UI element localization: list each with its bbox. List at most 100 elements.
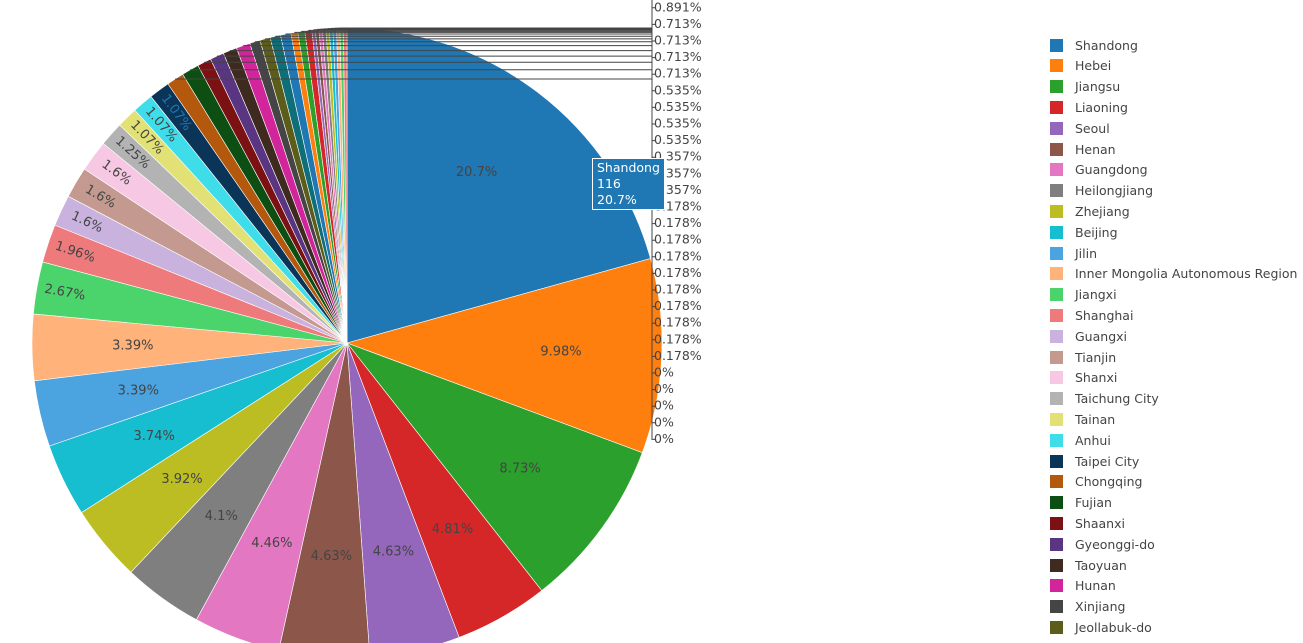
- legend-label: Jeollabuk-do: [1075, 619, 1152, 635]
- outside-percent-label: 0.535%: [654, 99, 702, 114]
- outside-percent-label: 0%: [654, 398, 674, 413]
- legend-label: Shaanxi: [1075, 515, 1125, 531]
- legend-label: Xinjiang: [1075, 599, 1126, 615]
- legend-item[interactable]: Seoul: [1050, 118, 1110, 138]
- outside-percent-label: 0.178%: [654, 315, 702, 330]
- outside-percent-label: 0%: [654, 431, 674, 446]
- outside-percent-label: 0.891%: [654, 0, 702, 14]
- legend-item[interactable]: Gyeonggi-do: [1050, 534, 1155, 554]
- outside-percent-label: 0.713%: [654, 16, 702, 31]
- legend-item[interactable]: Tainan: [1050, 409, 1115, 429]
- legend-item[interactable]: Guangxi: [1050, 326, 1127, 346]
- pie-slice-hebei[interactable]: [346, 258, 663, 454]
- legend-swatch: [1050, 496, 1063, 510]
- legend-swatch: [1050, 433, 1063, 447]
- legend-label: Anhui: [1075, 432, 1111, 448]
- outside-percent-label: 0.178%: [654, 331, 702, 346]
- legend-item[interactable]: Shandong: [1050, 35, 1138, 55]
- legend-item[interactable]: Shanghai: [1050, 305, 1133, 325]
- legend-swatch: [1050, 38, 1063, 52]
- legend-label: Tianjin: [1075, 349, 1117, 365]
- legend-swatch: [1050, 392, 1063, 406]
- legend-label: Taoyuan: [1075, 557, 1127, 573]
- legend-item[interactable]: Anhui: [1050, 430, 1111, 450]
- outside-percent-label: 0.713%: [654, 66, 702, 81]
- outside-percent-label: 0.357%: [654, 165, 702, 180]
- legend-label: Chongqing: [1075, 474, 1143, 490]
- pie-slice-seoul[interactable]: [346, 342, 460, 643]
- legend-swatch: [1050, 579, 1063, 593]
- legend-item[interactable]: Chongqing: [1050, 472, 1142, 492]
- legend-swatch: [1050, 600, 1063, 614]
- legend-label: Heilongjiang: [1075, 183, 1154, 199]
- tooltip-value: 116: [597, 176, 621, 191]
- legend-item[interactable]: Tianjin: [1050, 347, 1116, 367]
- legend-label: Taichung City: [1075, 391, 1159, 407]
- legend-item[interactable]: Beijing: [1050, 222, 1118, 242]
- legend-label: Jiangsu: [1075, 79, 1121, 95]
- legend-item[interactable]: Jilin: [1050, 243, 1097, 263]
- slice-percent-label: 9.98%: [540, 344, 581, 359]
- legend-item[interactable]: Taipei City: [1050, 451, 1139, 471]
- legend-item[interactable]: Taoyuan: [1050, 555, 1127, 575]
- legend-swatch: [1050, 454, 1063, 468]
- legend-swatch: [1050, 537, 1063, 551]
- outside-percent-label: 0.535%: [654, 116, 702, 131]
- legend-label: Guangdong: [1075, 162, 1148, 178]
- legend-item[interactable]: Hunan: [1050, 576, 1116, 596]
- legend-item[interactable]: Henan: [1050, 139, 1116, 159]
- legend-swatch: [1050, 371, 1063, 385]
- legend-swatch: [1050, 100, 1063, 114]
- legend-item[interactable]: Heilongjiang: [1050, 181, 1153, 201]
- legend-item[interactable]: Inner Mongolia Autonomous Region: [1050, 264, 1297, 284]
- outside-percent-label: 0.178%: [654, 232, 702, 247]
- slice-percent-label: 4.63%: [311, 549, 352, 564]
- outside-percent-label: 0.178%: [654, 199, 702, 214]
- legend-item[interactable]: Shaanxi: [1050, 513, 1125, 533]
- legend-label: Liaoning: [1075, 99, 1128, 115]
- legend-item[interactable]: Shanxi: [1050, 368, 1117, 388]
- outside-percent-label: 0.178%: [654, 282, 702, 297]
- slice-percent-label: 3.39%: [112, 338, 153, 353]
- tooltip-percent: 20.7%: [597, 192, 637, 207]
- legend-item[interactable]: Xinjiang: [1050, 597, 1125, 617]
- legend-swatch: [1050, 558, 1063, 572]
- legend-item[interactable]: Liaoning: [1050, 97, 1128, 117]
- legend-item[interactable]: Zhejiang: [1050, 201, 1130, 221]
- slice-percent-label: 4.46%: [251, 536, 292, 551]
- legend-swatch: [1050, 288, 1063, 302]
- legend-swatch: [1050, 329, 1063, 343]
- leader-line: [175, 0, 653, 80]
- slice-percent-label: 2.67%: [43, 282, 86, 304]
- slice-percent-label: 8.73%: [499, 462, 540, 477]
- legend-swatch: [1050, 246, 1063, 260]
- pie-slice-henan[interactable]: [279, 342, 370, 643]
- legend-item[interactable]: Guangdong: [1050, 160, 1148, 180]
- legend-swatch: [1050, 80, 1063, 94]
- legend-item[interactable]: Jiangsu: [1050, 77, 1120, 97]
- legend-swatch: [1050, 163, 1063, 177]
- slice-percent-label: 4.63%: [373, 545, 414, 560]
- legend-item[interactable]: Jeollabuk-do: [1050, 617, 1152, 637]
- legend-label: Seoul: [1075, 120, 1110, 136]
- legend-item[interactable]: Taichung City: [1050, 389, 1159, 409]
- legend-item[interactable]: Jiangxi: [1050, 285, 1117, 305]
- pie-slice-shandong[interactable]: [346, 27, 651, 344]
- legend-swatch: [1050, 121, 1063, 135]
- legend-swatch: [1050, 142, 1063, 156]
- slice-percent-label: 4.81%: [432, 522, 473, 537]
- legend-item[interactable]: Fujian: [1050, 493, 1112, 513]
- legend-label: Zhejiang: [1075, 203, 1130, 219]
- pie-slice-jiangsu[interactable]: [346, 342, 643, 592]
- legend-label: Hunan: [1075, 578, 1116, 594]
- outside-labels: 0%0%0%0%0%0.178%0.178%0.178%0.178%0.178%…: [175, 0, 702, 446]
- legend-swatch: [1050, 516, 1063, 530]
- legend-label: Shanghai: [1075, 307, 1134, 323]
- legend-label: Taipei City: [1075, 453, 1140, 469]
- slice-percent-label: 3.92%: [161, 472, 202, 487]
- outside-percent-label: 0.178%: [654, 248, 702, 263]
- outside-percent-label: 0.357%: [654, 149, 702, 164]
- legend-item[interactable]: Hebei: [1050, 56, 1111, 76]
- legend-swatch: [1050, 267, 1063, 281]
- outside-percent-label: 0.713%: [654, 49, 702, 64]
